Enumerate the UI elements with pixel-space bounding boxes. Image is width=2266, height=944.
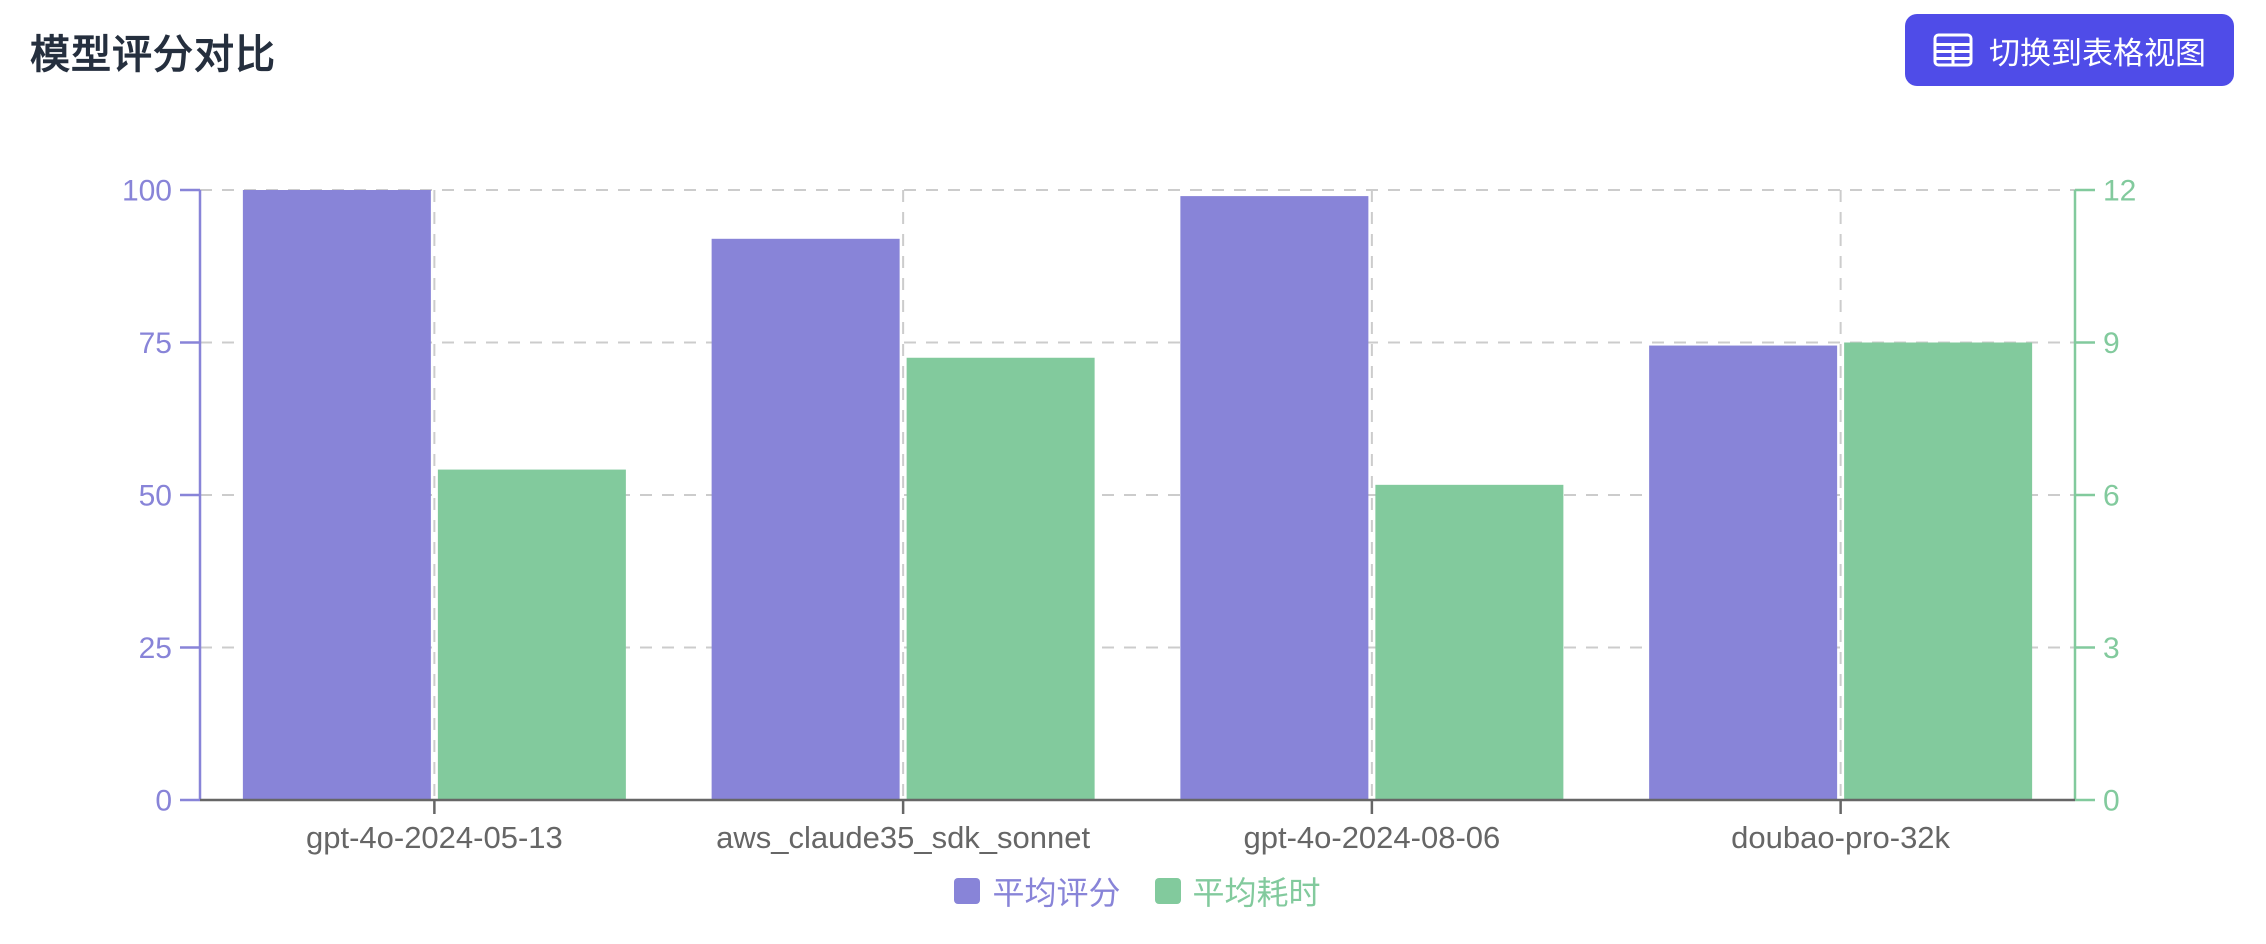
legend-label: 平均评分	[992, 875, 1121, 911]
bar-time-gpt-4o-2024-05-13[interactable]	[437, 469, 626, 800]
legend-swatch	[954, 878, 981, 904]
switch-to-table-view-button[interactable]: 切换到表格视图	[1905, 14, 2234, 86]
y-right-tick-label: 12	[2103, 175, 2136, 208]
legend-swatch	[1154, 878, 1181, 904]
y-right-tick-label: 3	[2103, 632, 2120, 665]
x-axis-label-aws_claude35_sdk_sonnet: aws_claude35_sdk_sonnet	[716, 820, 1090, 855]
bar-score-gpt-4o-2024-05-13[interactable]	[242, 190, 431, 800]
page-title: 模型评分对比	[30, 33, 276, 77]
y-left-tick-label: 75	[139, 327, 172, 360]
legend-item-time: 平均耗时	[1154, 868, 1321, 914]
y-left-tick-label: 100	[122, 175, 172, 208]
y-left-tick-label: 0	[155, 785, 172, 818]
y-right-tick-label: 9	[2103, 327, 2120, 360]
table-icon	[1933, 33, 1973, 67]
bar-score-doubao-pro-32k[interactable]	[1649, 345, 1838, 800]
chart-legend: 平均评分 平均耗时	[200, 868, 2075, 914]
y-right-tick-label: 6	[2103, 480, 2120, 513]
legend-item-score: 平均评分	[954, 868, 1121, 914]
y-left-tick-label: 50	[139, 480, 172, 513]
bar-time-doubao-pro-32k[interactable]	[1844, 342, 2033, 801]
bar-score-aws_claude35_sdk_sonnet[interactable]	[711, 238, 900, 801]
y-left-tick-label: 25	[139, 632, 172, 665]
bar-time-gpt-4o-2024-08-06[interactable]	[1375, 484, 1564, 800]
x-axis-label-gpt-4o-2024-05-13: gpt-4o-2024-05-13	[306, 820, 563, 855]
x-axis-label-doubao-pro-32k: doubao-pro-32k	[1731, 820, 1950, 855]
legend-label: 平均耗时	[1192, 875, 1321, 911]
bar-time-aws_claude35_sdk_sonnet[interactable]	[906, 357, 1095, 800]
bar-score-gpt-4o-2024-08-06[interactable]	[1180, 196, 1369, 801]
x-axis-label-gpt-4o-2024-08-06: gpt-4o-2024-08-06	[1243, 820, 1500, 855]
y-right-tick-label: 0	[2103, 785, 2120, 818]
switch-to-table-view-label: 切换到表格视图	[1989, 35, 2206, 71]
